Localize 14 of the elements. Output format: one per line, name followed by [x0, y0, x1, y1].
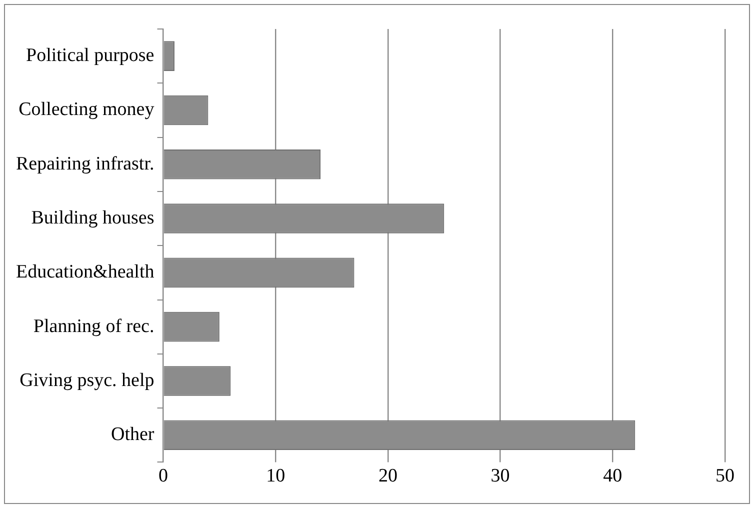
y-tick-label: Repairing infrastr.: [16, 153, 154, 174]
x-tick-label: 10: [266, 466, 286, 487]
x-tick-label: 30: [490, 466, 510, 487]
y-tick-label: Collecting money: [18, 99, 155, 120]
x-tick-label: 50: [716, 466, 734, 487]
y-tick-label: Building houses: [31, 208, 154, 229]
y-tick-label: Other: [110, 424, 155, 446]
y-tick-label: Giving psyc. help: [20, 370, 154, 391]
y-tick-label: Political purpose: [26, 45, 154, 66]
y-tick-label: Education&health: [16, 262, 155, 283]
x-tick-label: 20: [378, 466, 398, 487]
x-tick-label: 40: [603, 466, 622, 487]
y-tick-label: Planning of rec.: [33, 316, 154, 337]
x-tick-label: 0: [158, 466, 168, 487]
